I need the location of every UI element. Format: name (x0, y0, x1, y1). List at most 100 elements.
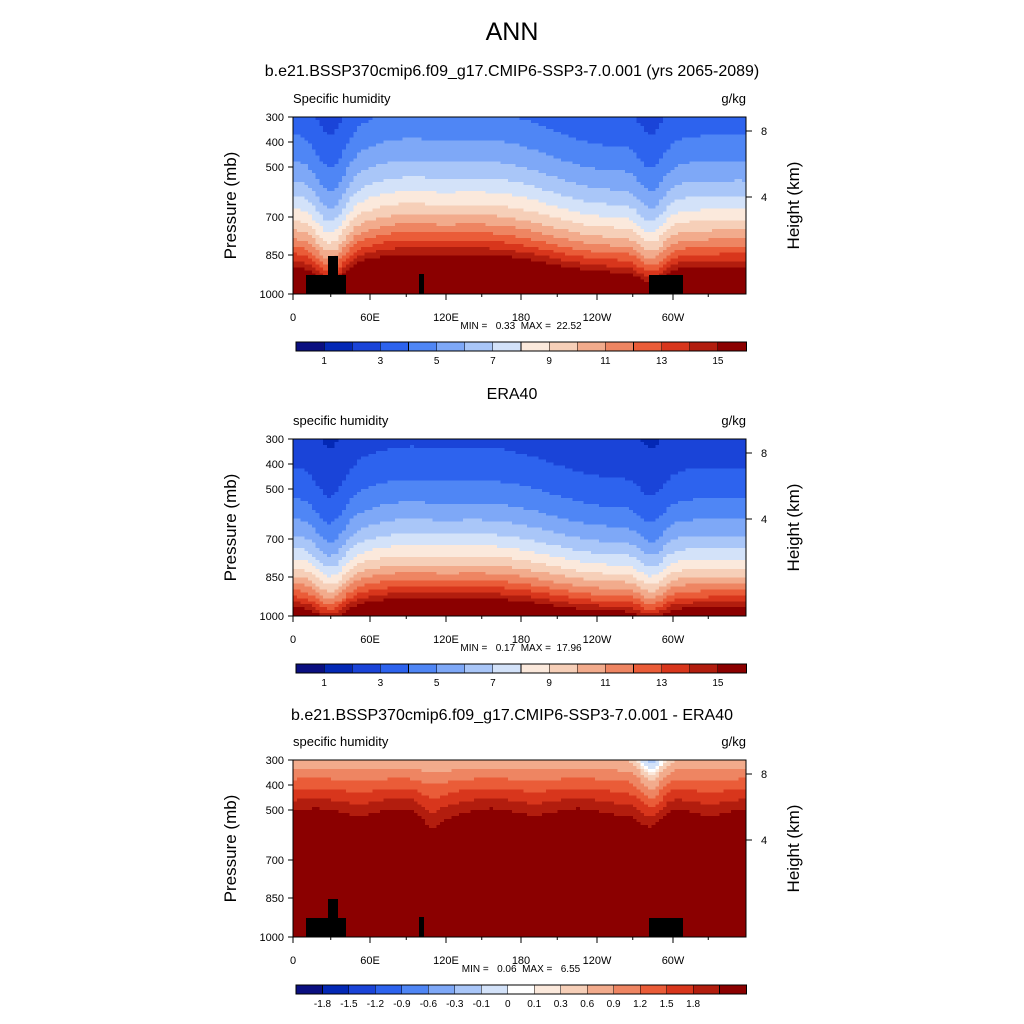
contour-band (293, 439, 298, 470)
contour-band (466, 246, 472, 257)
contour-band (387, 574, 392, 582)
contour-band (451, 804, 456, 817)
contour-band (311, 760, 317, 770)
contour-band (730, 220, 736, 230)
contour-band (357, 261, 362, 295)
contour-band (379, 117, 385, 145)
contour-band (625, 117, 630, 148)
contour-band (666, 205, 672, 218)
contour-band (417, 202, 422, 215)
contour-band (459, 598, 464, 617)
contour-band (357, 554, 362, 564)
contour-band (326, 524, 332, 543)
contour-band (481, 521, 487, 534)
contour-band (372, 229, 377, 239)
contour-band (647, 447, 653, 496)
contour-band (606, 760, 611, 770)
contour-band (372, 208, 377, 221)
topography-mask (419, 917, 424, 937)
contour-band (432, 813, 438, 829)
contour-band (530, 122, 536, 151)
colorbar-box (666, 984, 694, 995)
contour-band (315, 604, 321, 611)
contour-band (311, 768, 317, 779)
contour-band (364, 559, 370, 570)
contour-band (530, 768, 536, 782)
contour-band (383, 439, 388, 452)
contour-band (462, 240, 468, 248)
contour-band (557, 533, 562, 546)
contour-band (568, 548, 573, 561)
contour-band (632, 240, 638, 251)
colorbar-label: 5 (434, 356, 440, 367)
contour-band (428, 178, 434, 192)
colorbar-label: -0.3 (446, 999, 464, 1010)
contour-band (293, 810, 298, 938)
contour-band (700, 792, 706, 805)
contour-band (738, 810, 743, 938)
contour-band (712, 468, 717, 499)
contour-band (326, 542, 332, 558)
contour-band (311, 807, 317, 938)
x-tick-label: 120E (433, 312, 459, 324)
contour-band (481, 592, 487, 599)
colorbar-label: 1.8 (686, 999, 700, 1010)
contour-band (379, 143, 385, 165)
contour-band (549, 128, 555, 156)
contour-band (425, 205, 430, 215)
contour-band (712, 589, 717, 596)
contour-band (444, 521, 449, 534)
contour-band (553, 780, 558, 791)
contour-band (696, 240, 702, 248)
contour-band (538, 571, 543, 582)
contour-band (376, 559, 381, 570)
colorbar-label: 0.6 (580, 999, 594, 1010)
contour-band (647, 264, 653, 271)
contour-band (557, 178, 562, 195)
contour-band (425, 771, 430, 785)
contour-band (561, 220, 566, 230)
contour-band (712, 548, 717, 561)
contour-band (300, 521, 305, 537)
contour-band (485, 117, 490, 142)
contour-band (477, 586, 483, 593)
contour-band (417, 760, 422, 770)
contour-band (659, 261, 664, 269)
contour-band (477, 592, 483, 599)
contour-band (364, 246, 370, 254)
contour-band (504, 598, 509, 617)
contour-band (678, 536, 683, 552)
contour-band (545, 760, 551, 770)
contour-band (523, 117, 528, 121)
contour-band (617, 252, 623, 263)
contour-band (300, 604, 305, 608)
contour-band (308, 243, 313, 254)
contour-band (647, 789, 653, 799)
contour-band (485, 214, 490, 227)
contour-band (432, 545, 438, 558)
contour-band (636, 214, 641, 227)
contour-band (360, 792, 366, 805)
colorbar-box (295, 663, 325, 674)
contour-band (659, 801, 664, 811)
contour-band (398, 533, 404, 546)
contour-band (576, 592, 581, 599)
contour-band (579, 270, 585, 295)
contour-band (545, 462, 551, 493)
contour-band (394, 190, 400, 207)
contour-band (602, 202, 607, 218)
contour-band (678, 798, 683, 811)
contour-band (315, 249, 321, 260)
contour-band (511, 559, 517, 570)
contour-band (413, 500, 419, 520)
contour-band (368, 595, 373, 602)
contour-band (496, 565, 502, 576)
contour-band (557, 439, 562, 467)
contour-band (432, 161, 438, 180)
contour-band (527, 760, 532, 770)
contour-band (511, 789, 517, 802)
contour-band (477, 214, 483, 224)
contour-band (576, 604, 581, 611)
contour-band (681, 604, 687, 608)
contour-band (659, 214, 664, 227)
